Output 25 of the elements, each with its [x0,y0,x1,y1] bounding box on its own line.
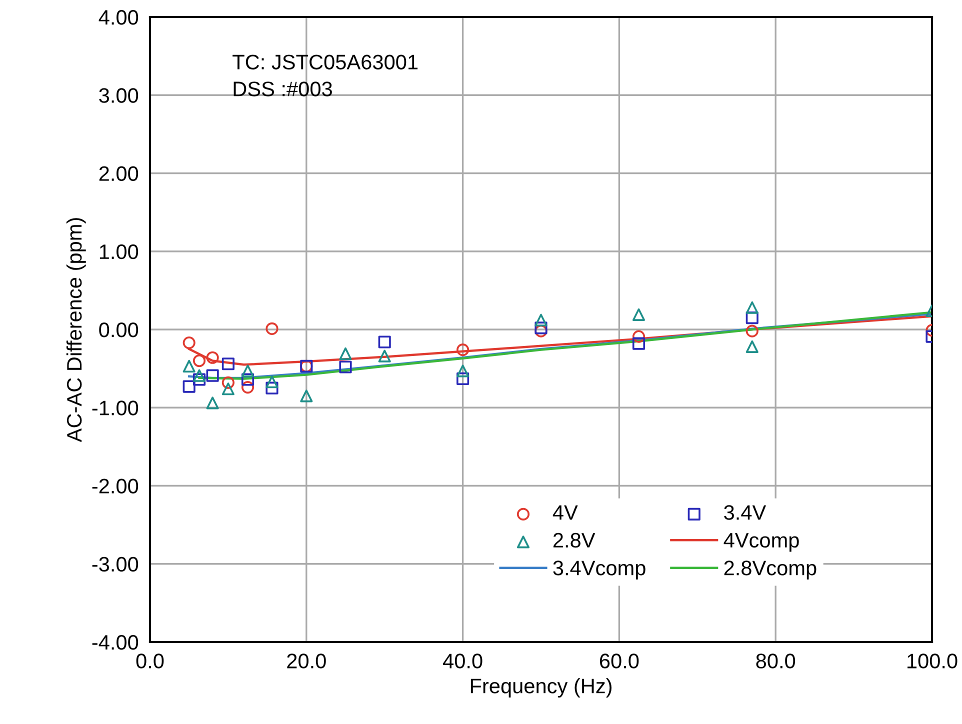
y-axis-title: AC-AC Difference (ppm) [66,218,86,442]
legend-label: 4Vcomp [724,533,799,552]
annotation: TC: JSTC05A63001 [232,54,418,70]
x-tick-label: 20.0 [287,654,326,668]
x-tick-label: 40.0 [443,654,482,668]
legend-label: 2.8V [553,532,596,548]
y-tick-label: -3.00 [92,556,138,572]
legend-label: 4V [552,505,578,520]
y-tick-label: -4.00 [92,635,138,650]
x-tick-label: 60.0 [600,654,639,668]
x-axis-title: Frequency (Hz) [470,678,612,698]
y-tick-label: -2.00 [92,478,138,494]
x-tick-label: 100.0 [908,654,958,668]
x-tick-label: 0.0 [136,654,164,668]
y-tick-label: -1.00 [92,400,138,416]
x-tick-label: 80.0 [756,654,796,668]
annotation: DSS :#003 [234,82,332,96]
legend-label: 3.4Vcomp [553,560,646,580]
y-tick-label: 0.00 [99,322,138,338]
y-tick-label: 2.00 [99,166,138,182]
legend-label: 2.8Vcomp [724,560,816,580]
y-tick-label: 4.00 [98,10,138,25]
y-tick-label: 1.00 [100,244,138,260]
legend-label: 3.4V [724,505,766,520]
y-tick-label: 3.00 [99,88,138,103]
